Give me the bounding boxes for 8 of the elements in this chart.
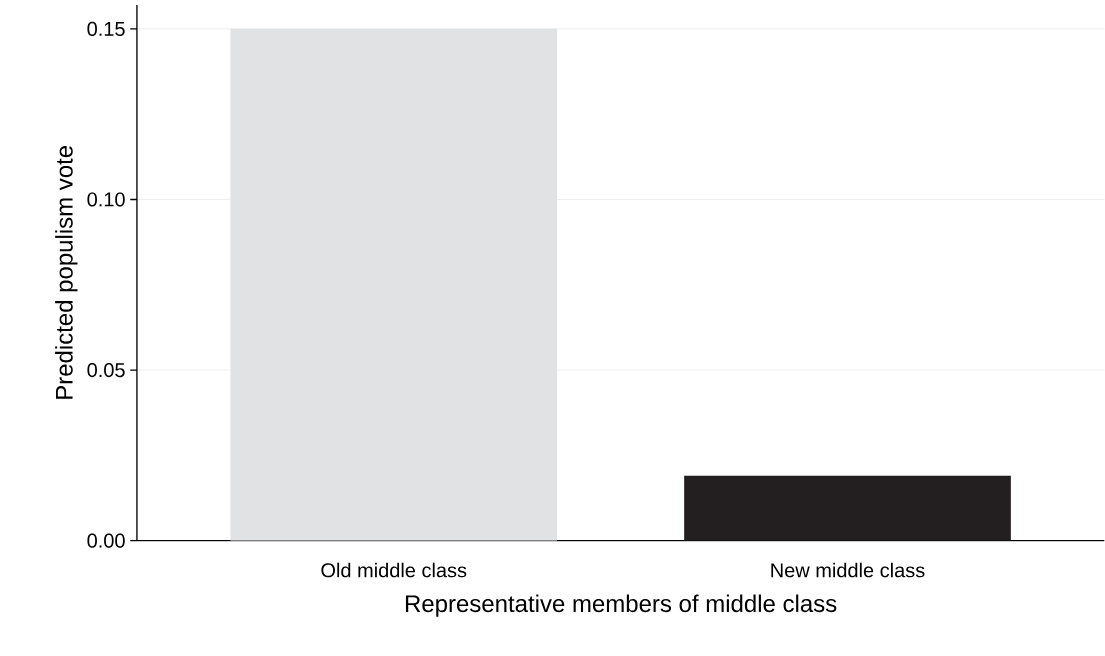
y-axis-title: Predicted populism vote [55,146,78,400]
y-tick-label: 0.10 [87,192,125,207]
y-tick-label: 0.15 [87,22,125,37]
y-tick-label: 0.05 [87,363,125,378]
x-tick-label: Old middle class [321,562,467,578]
x-tick-label: New middle class [771,562,925,578]
x-axis-title: Representative members of middle class [405,594,837,618]
y-tick-label: 0.00 [87,533,125,548]
